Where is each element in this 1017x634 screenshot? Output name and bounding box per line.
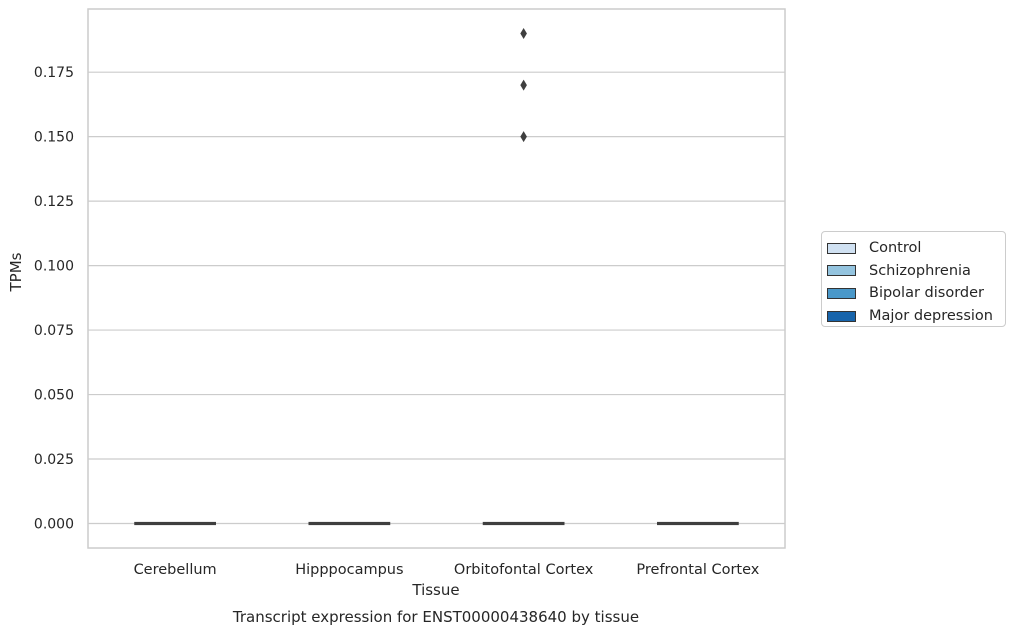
- x-tick-label: Prefrontal Cortex: [636, 562, 759, 578]
- x-axis-label: Tissue: [411, 581, 459, 599]
- legend-label: Major depression: [869, 308, 993, 325]
- y-tick-label: 0.175: [34, 65, 74, 81]
- y-tick-label: 0.075: [34, 323, 74, 339]
- legend-item: Schizophrenia: [827, 260, 1005, 283]
- plot-area: [87, 8, 786, 549]
- legend-item: Bipolar disorder: [827, 282, 1005, 305]
- x-tick-label: Hipppocampus: [295, 562, 403, 578]
- boxes: [134, 521, 739, 526]
- y-tick-label: 0.125: [34, 194, 74, 210]
- y-tick-label: 0.150: [34, 130, 74, 146]
- y-tick-label: 0.000: [34, 517, 74, 533]
- y-tick-label: 0.100: [34, 259, 74, 275]
- outlier-point: [520, 28, 527, 39]
- legend-item: Major depression: [827, 305, 1005, 328]
- legend: Control Schizophrenia Bipolar disorder Majo…: [821, 231, 1006, 327]
- legend-label: Schizophrenia: [869, 262, 971, 279]
- legend-item: Control: [827, 237, 1005, 260]
- legend-label: Control: [869, 240, 922, 257]
- y-tick-labels: 0.000 0.025 0.050 0.075 0.100 0.125 0.150 0.175: [34, 65, 74, 532]
- legend-swatch: [827, 287, 856, 299]
- y-tick-label: 0.025: [34, 452, 74, 468]
- legend-swatch: [827, 310, 856, 322]
- outlier-point: [520, 79, 527, 91]
- legend-label: Bipolar disorder: [869, 285, 984, 302]
- x-tick-label: Cerebellum: [134, 562, 217, 578]
- x-tick-labels: Cerebellum Hipppocampus Orbitofontal Corte…: [134, 562, 760, 578]
- outlier-point: [520, 131, 527, 143]
- y-tick-label: 0.050: [34, 388, 74, 404]
- chart-title: Transcript expression for ENST0000043864…: [232, 608, 639, 626]
- x-tick-label: Orbitofontal Cortex: [454, 562, 594, 578]
- legend-swatch: [827, 242, 856, 254]
- legend-swatch: [827, 265, 856, 277]
- grid-lines: [88, 71, 785, 525]
- y-axis-label: TPMs: [7, 252, 25, 292]
- outliers: [520, 28, 527, 143]
